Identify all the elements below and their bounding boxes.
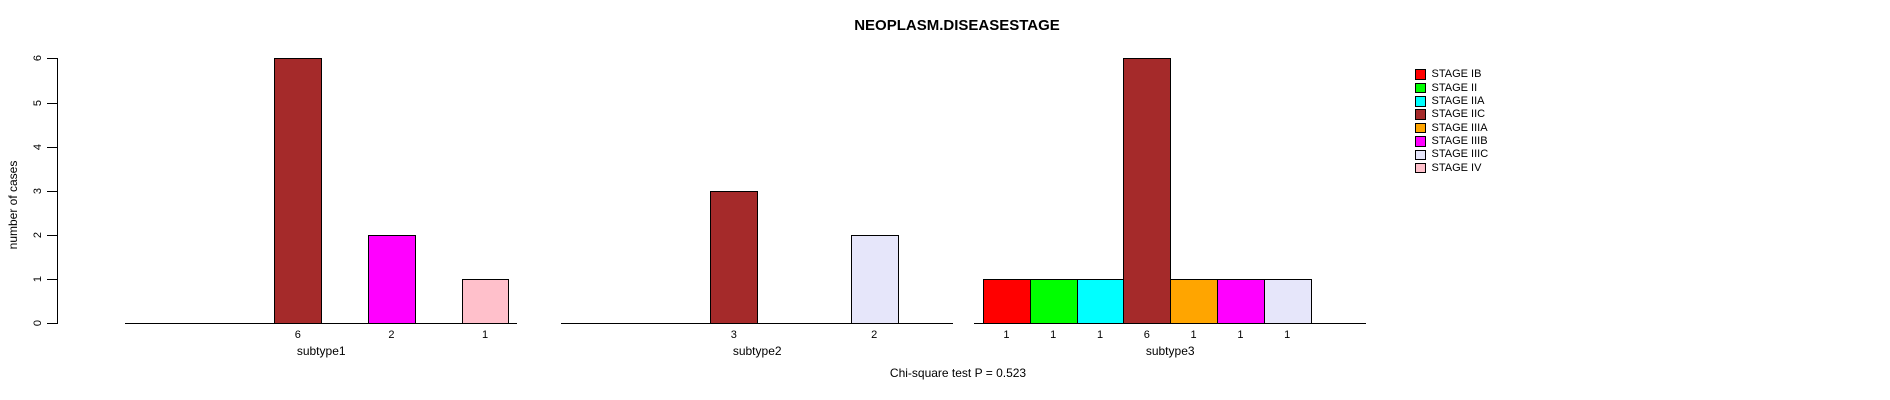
y-tick	[47, 146, 57, 148]
y-tick-label: 2	[32, 231, 44, 238]
bar-value-label: 1	[1096, 329, 1104, 341]
legend-item: STAGE II	[1415, 81, 1477, 94]
legend-swatch	[1415, 96, 1426, 107]
bar	[461, 278, 510, 324]
legend-label: STAGE II	[1431, 81, 1478, 94]
y-axis-line	[57, 58, 58, 324]
legend-item: STAGE IIA	[1415, 95, 1484, 108]
legend-swatch	[1415, 162, 1426, 174]
group-label: subtype3	[1145, 344, 1195, 358]
bar	[1029, 278, 1078, 324]
legend-label: STAGE IIIC	[1431, 148, 1489, 161]
legend-item: STAGE IV	[1415, 161, 1481, 174]
bar-value-label: 2	[871, 329, 878, 341]
legend-label: STAGE IB	[1431, 68, 1482, 81]
bar	[1217, 278, 1265, 324]
bar	[850, 234, 899, 324]
bar-value-label: 3	[730, 329, 737, 341]
y-tick-label: 0	[32, 319, 44, 327]
legend-label: STAGE IIA	[1431, 94, 1485, 107]
y-tick-label: 4	[32, 143, 44, 150]
bar-value-label: 1	[1284, 329, 1291, 341]
bar-value-label: 1	[481, 329, 489, 341]
y-tick	[47, 323, 57, 324]
bar-value-label: 1	[1190, 329, 1197, 341]
legend-item: STAGE IB	[1415, 68, 1481, 81]
bar	[1123, 58, 1172, 324]
bar	[274, 58, 323, 324]
legend-swatch	[1415, 149, 1426, 161]
bar-value-label: 1	[1237, 329, 1244, 341]
legend-swatch	[1415, 109, 1426, 120]
legend-label: STAGE IIIA	[1431, 121, 1488, 134]
bar	[983, 278, 1031, 324]
bar-value-label: 6	[1143, 329, 1150, 341]
legend-label: STAGE IIIB	[1431, 134, 1488, 147]
legend-item: STAGE IIIB	[1415, 135, 1488, 148]
bar	[710, 190, 759, 324]
group-label: subtype1	[296, 344, 346, 358]
bar	[1076, 278, 1125, 324]
legend-item: STAGE IIC	[1415, 108, 1485, 121]
group-label: subtype2	[732, 344, 782, 358]
y-tick	[47, 102, 57, 104]
footnote: Chi-square test P = 0.523	[889, 366, 1027, 380]
legend-swatch	[1415, 136, 1426, 147]
y-tick	[47, 234, 57, 236]
y-tick-label: 1	[32, 275, 44, 282]
y-tick-label: 3	[32, 187, 44, 194]
y-tick	[47, 190, 57, 192]
bar	[1263, 278, 1312, 324]
y-tick	[47, 58, 57, 60]
y-tick-label: 5	[32, 99, 44, 106]
legend-item: STAGE IIIA	[1415, 121, 1488, 134]
bar	[1170, 278, 1218, 324]
chart-title: NEOPLASM.DISEASESTAGE	[854, 17, 1060, 34]
bar-value-label: 6	[294, 329, 301, 341]
bar-value-label: 1	[1003, 329, 1010, 341]
legend-swatch	[1415, 122, 1426, 134]
legend-label: STAGE IIC	[1431, 108, 1486, 121]
legend-label: STAGE IV	[1431, 161, 1482, 174]
legend-item: STAGE IIIC	[1415, 148, 1488, 161]
bar-value-label: 1	[1050, 329, 1057, 341]
y-tick-label: 6	[32, 55, 44, 62]
bar	[368, 234, 416, 324]
bar-value-label: 2	[388, 329, 395, 341]
legend-swatch	[1415, 69, 1426, 80]
legend-swatch	[1415, 82, 1426, 94]
y-tick	[47, 278, 57, 280]
